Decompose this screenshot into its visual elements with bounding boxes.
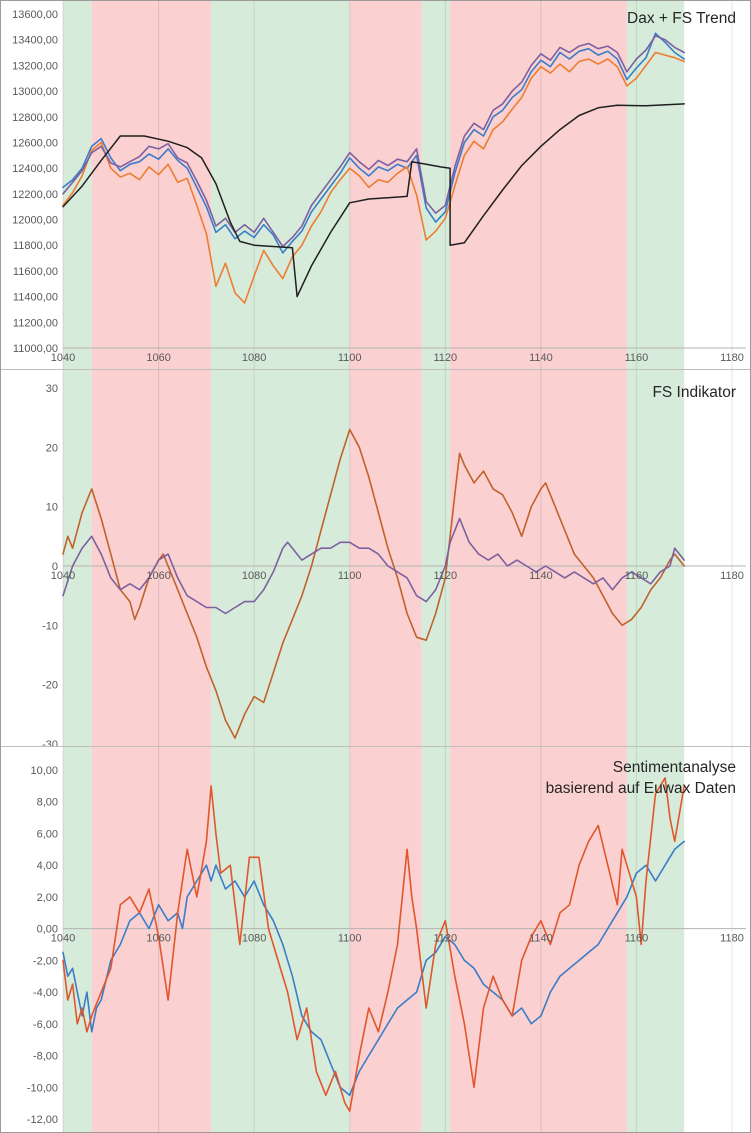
svg-text:12800,00: 12800,00	[12, 112, 58, 124]
svg-text:10,00: 10,00	[30, 765, 58, 777]
svg-text:1120: 1120	[433, 570, 457, 582]
svg-text:11800,00: 11800,00	[13, 240, 58, 252]
svg-text:1140: 1140	[529, 570, 553, 582]
dax-fs-trend-plot: 13600,00 13400,00 13200,00 13000,00 12800,00…	[12, 1, 746, 369]
svg-text:1140: 1140	[529, 933, 553, 945]
svg-text:11000,00: 11000,00	[13, 343, 58, 355]
svg-text:-10: -10	[42, 620, 58, 632]
svg-text:1160: 1160	[625, 933, 649, 945]
svg-text:11200,00: 11200,00	[13, 317, 58, 329]
svg-text:0: 0	[52, 561, 58, 573]
svg-text:1160: 1160	[625, 352, 649, 364]
svg-text:1180: 1180	[720, 570, 744, 582]
svg-text:10: 10	[46, 502, 58, 514]
svg-text:-30: -30	[42, 739, 58, 746]
svg-text:-6,00: -6,00	[33, 1019, 58, 1031]
svg-text:13600,00: 13600,00	[12, 9, 58, 21]
svg-text:0,00: 0,00	[37, 924, 58, 936]
svg-text:1120: 1120	[433, 352, 457, 364]
svg-text:11600,00: 11600,00	[13, 266, 58, 278]
svg-text:12200,00: 12200,00	[12, 189, 58, 201]
sentiment-plot: 10,00 8,00 6,00 4,00 2,00 0,00 -2,00 -4,00 -6,00…	[27, 747, 746, 1132]
svg-text:1060: 1060	[146, 352, 170, 364]
svg-text:-20: -20	[42, 680, 58, 692]
svg-text:2,00: 2,00	[37, 892, 58, 904]
svg-text:1040: 1040	[51, 933, 75, 945]
svg-text:11400,00: 11400,00	[13, 292, 58, 304]
chart-panel-sentiment: 10,00 8,00 6,00 4,00 2,00 0,00 -2,00 -4,00 -6,00…	[1, 747, 750, 1132]
svg-text:1180: 1180	[720, 352, 744, 364]
svg-text:1080: 1080	[242, 933, 266, 945]
svg-text:1180: 1180	[720, 933, 744, 945]
svg-text:-2,00: -2,00	[33, 955, 58, 967]
fs-indikator-plot: 30 20 10 0 -10 -20 -30 1040 1060 1080 1100 1120 1140…	[42, 370, 746, 746]
svg-text:1060: 1060	[146, 933, 170, 945]
svg-text:1040: 1040	[51, 352, 75, 364]
svg-text:1080: 1080	[242, 352, 266, 364]
svg-text:13400,00: 13400,00	[12, 35, 58, 47]
svg-text:1080: 1080	[242, 570, 266, 582]
svg-text:1060: 1060	[146, 570, 170, 582]
svg-text:-12,00: -12,00	[27, 1114, 58, 1126]
svg-text:20: 20	[46, 442, 58, 454]
svg-text:1140: 1140	[529, 352, 553, 364]
svg-text:4,00: 4,00	[37, 860, 58, 872]
svg-text:1120: 1120	[433, 933, 457, 945]
svg-text:13200,00: 13200,00	[12, 60, 58, 72]
svg-text:6,00: 6,00	[37, 829, 58, 841]
svg-text:12000,00: 12000,00	[12, 215, 58, 227]
chart-panel-dax-fs-trend: 13600,00 13400,00 13200,00 13000,00 12800,00…	[1, 1, 750, 370]
svg-text:-4,00: -4,00	[33, 987, 58, 999]
svg-text:1160: 1160	[625, 570, 649, 582]
svg-text:8,00: 8,00	[37, 797, 58, 809]
svg-text:-10,00: -10,00	[27, 1082, 58, 1094]
svg-text:12400,00: 12400,00	[12, 163, 58, 175]
svg-text:1040: 1040	[51, 570, 75, 582]
svg-text:13000,00: 13000,00	[12, 86, 58, 98]
svg-text:1100: 1100	[338, 352, 362, 364]
svg-text:1100: 1100	[338, 933, 362, 945]
svg-text:12600,00: 12600,00	[12, 138, 58, 150]
svg-text:30: 30	[46, 383, 58, 395]
svg-text:1100: 1100	[338, 570, 362, 582]
chart-panel-fs-indikator: 30 20 10 0 -10 -20 -30 1040 1060 1080 1100 1120 1140…	[1, 370, 750, 747]
svg-text:-8,00: -8,00	[33, 1051, 58, 1063]
